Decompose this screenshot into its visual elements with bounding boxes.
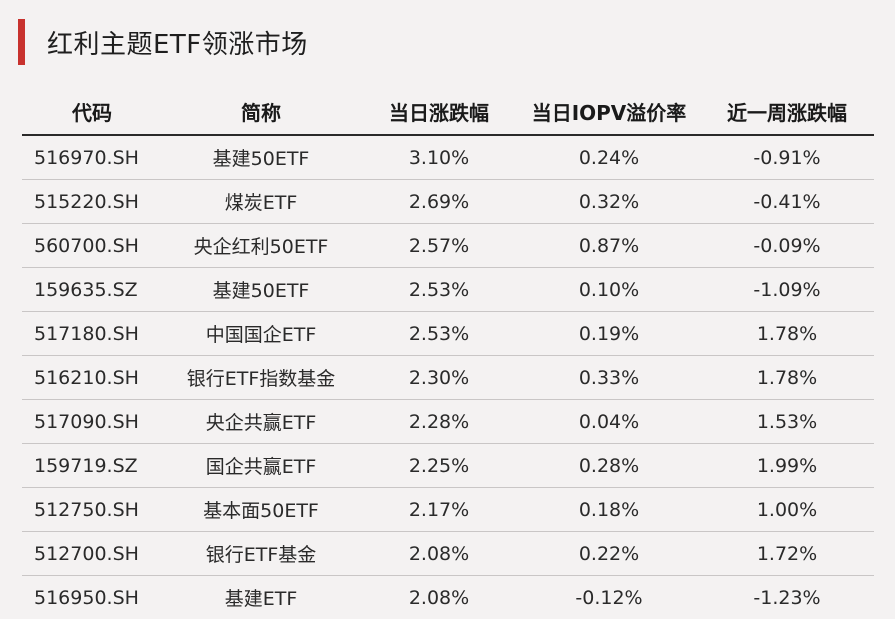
header-weekly-change: 近一周涨跌幅 — [727, 100, 847, 125]
cell-weekly-change: -0.91% — [753, 146, 821, 169]
cell-daily-change: 2.28% — [408, 410, 470, 433]
table-header: 代码 简称 当日涨跌幅 当日IOPV溢价率 近一周涨跌幅 — [22, 88, 874, 136]
cell-code: 516950.SH — [34, 586, 139, 609]
cell-iopv-premium: 0.32% — [578, 190, 640, 213]
table-row: 517090.SH 央企共赢ETF 2.28% 0.04% 1.53% — [22, 400, 874, 444]
table-row: 512750.SH 基本面50ETF 2.17% 0.18% 1.00% — [22, 488, 874, 532]
header-daily-change: 当日涨跌幅 — [389, 100, 489, 125]
title-accent-bar — [18, 19, 25, 65]
table-row: 516210.SH 银行ETF指数基金 2.30% 0.33% 1.78% — [22, 356, 874, 400]
cell-iopv-premium: 0.22% — [578, 542, 640, 565]
cell-weekly-change: -1.23% — [753, 586, 821, 609]
cell-daily-change: 2.69% — [408, 190, 470, 213]
cell-name: 基建ETF — [224, 588, 298, 610]
header-code: 代码 — [72, 100, 112, 125]
cell-code: 512700.SH — [34, 542, 139, 565]
cell-iopv-premium: 0.18% — [578, 498, 640, 521]
cell-name: 银行ETF指数基金 — [186, 368, 336, 390]
cell-daily-change: 2.17% — [408, 498, 470, 521]
cell-iopv-premium: -0.12% — [575, 586, 643, 609]
cell-daily-change: 2.30% — [408, 366, 470, 389]
cell-iopv-premium: 0.10% — [578, 278, 640, 301]
cell-name: 基本面50ETF — [203, 500, 319, 522]
cell-iopv-premium: 0.33% — [578, 366, 640, 389]
table-row: 516970.SH 基建50ETF 3.10% 0.24% -0.91% — [22, 136, 874, 180]
cell-weekly-change: 1.53% — [756, 410, 818, 433]
header-iopv-premium: 当日IOPV溢价率 — [531, 100, 687, 125]
cell-iopv-premium: 0.28% — [578, 454, 640, 477]
cell-weekly-change: 1.78% — [756, 322, 818, 345]
cell-daily-change: 3.10% — [408, 146, 470, 169]
cell-code: 516970.SH — [34, 146, 139, 169]
cell-code: 159719.SZ — [34, 454, 138, 477]
cell-code: 512750.SH — [34, 498, 139, 521]
cell-code: 159635.SZ — [34, 278, 138, 301]
cell-name: 国企共赢ETF — [205, 456, 317, 478]
table-row: 517180.SH 中国国企ETF 2.53% 0.19% 1.78% — [22, 312, 874, 356]
cell-weekly-change: -1.09% — [753, 278, 821, 301]
cell-name: 煤炭ETF — [224, 192, 298, 214]
cell-name: 基建50ETF — [212, 280, 310, 302]
cell-daily-change: 2.25% — [408, 454, 470, 477]
cell-weekly-change: 1.78% — [756, 366, 818, 389]
table-row: 516950.SH 基建ETF 2.08% -0.12% -1.23% — [22, 576, 874, 619]
cell-daily-change: 2.53% — [408, 278, 470, 301]
page-title: 红利主题ETF领涨市场 — [47, 29, 308, 60]
cell-name: 中国国企ETF — [205, 324, 317, 346]
cell-name: 央企红利50ETF — [193, 236, 329, 258]
cell-daily-change: 2.53% — [408, 322, 470, 345]
cell-weekly-change: -0.09% — [753, 234, 821, 257]
cell-iopv-premium: 0.04% — [578, 410, 640, 433]
cell-name: 基建50ETF — [212, 148, 310, 170]
cell-weekly-change: 1.72% — [756, 542, 818, 565]
table-row: 159719.SZ 国企共赢ETF 2.25% 0.28% 1.99% — [22, 444, 874, 488]
cell-name: 银行ETF基金 — [205, 544, 317, 566]
cell-code: 560700.SH — [34, 234, 139, 257]
cell-code: 517090.SH — [34, 410, 139, 433]
etf-table: 代码 简称 当日涨跌幅 当日IOPV溢价率 近一周涨跌幅 516970.SH 基… — [22, 88, 874, 619]
cell-code: 515220.SH — [34, 190, 139, 213]
cell-code: 517180.SH — [34, 322, 139, 345]
cell-weekly-change: -0.41% — [753, 190, 821, 213]
title-bar: 红利主题ETF领涨市场 — [18, 18, 308, 66]
cell-weekly-change: 1.99% — [756, 454, 818, 477]
cell-iopv-premium: 0.87% — [578, 234, 640, 257]
cell-iopv-premium: 0.19% — [578, 322, 640, 345]
cell-daily-change: 2.08% — [408, 586, 470, 609]
cell-iopv-premium: 0.24% — [578, 146, 640, 169]
table-row: 515220.SH 煤炭ETF 2.69% 0.32% -0.41% — [22, 180, 874, 224]
cell-daily-change: 2.08% — [408, 542, 470, 565]
cell-weekly-change: 1.00% — [756, 498, 818, 521]
table-row: 560700.SH 央企红利50ETF 2.57% 0.87% -0.09% — [22, 224, 874, 268]
table-row: 159635.SZ 基建50ETF 2.53% 0.10% -1.09% — [22, 268, 874, 312]
table-row: 512700.SH 银行ETF基金 2.08% 0.22% 1.72% — [22, 532, 874, 576]
cell-code: 516210.SH — [34, 366, 139, 389]
cell-name: 央企共赢ETF — [205, 412, 317, 434]
cell-daily-change: 2.57% — [408, 234, 470, 257]
header-name: 简称 — [241, 100, 281, 125]
